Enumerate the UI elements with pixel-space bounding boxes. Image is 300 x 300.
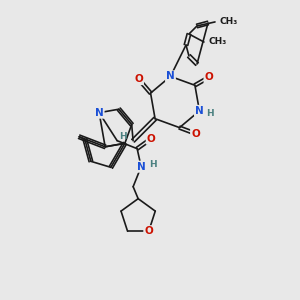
Text: H: H — [119, 132, 127, 141]
Text: N: N — [137, 162, 146, 172]
Text: O: O — [191, 129, 200, 139]
Text: N: N — [95, 108, 103, 118]
Text: O: O — [147, 134, 155, 144]
Text: H: H — [149, 160, 157, 169]
Text: O: O — [205, 72, 213, 82]
Text: CH₃: CH₃ — [209, 38, 227, 46]
Text: O: O — [134, 74, 143, 84]
Text: H: H — [206, 110, 214, 118]
Text: N: N — [166, 71, 175, 81]
Text: N: N — [195, 106, 204, 116]
Text: O: O — [144, 226, 153, 236]
Text: CH₃: CH₃ — [220, 17, 238, 26]
